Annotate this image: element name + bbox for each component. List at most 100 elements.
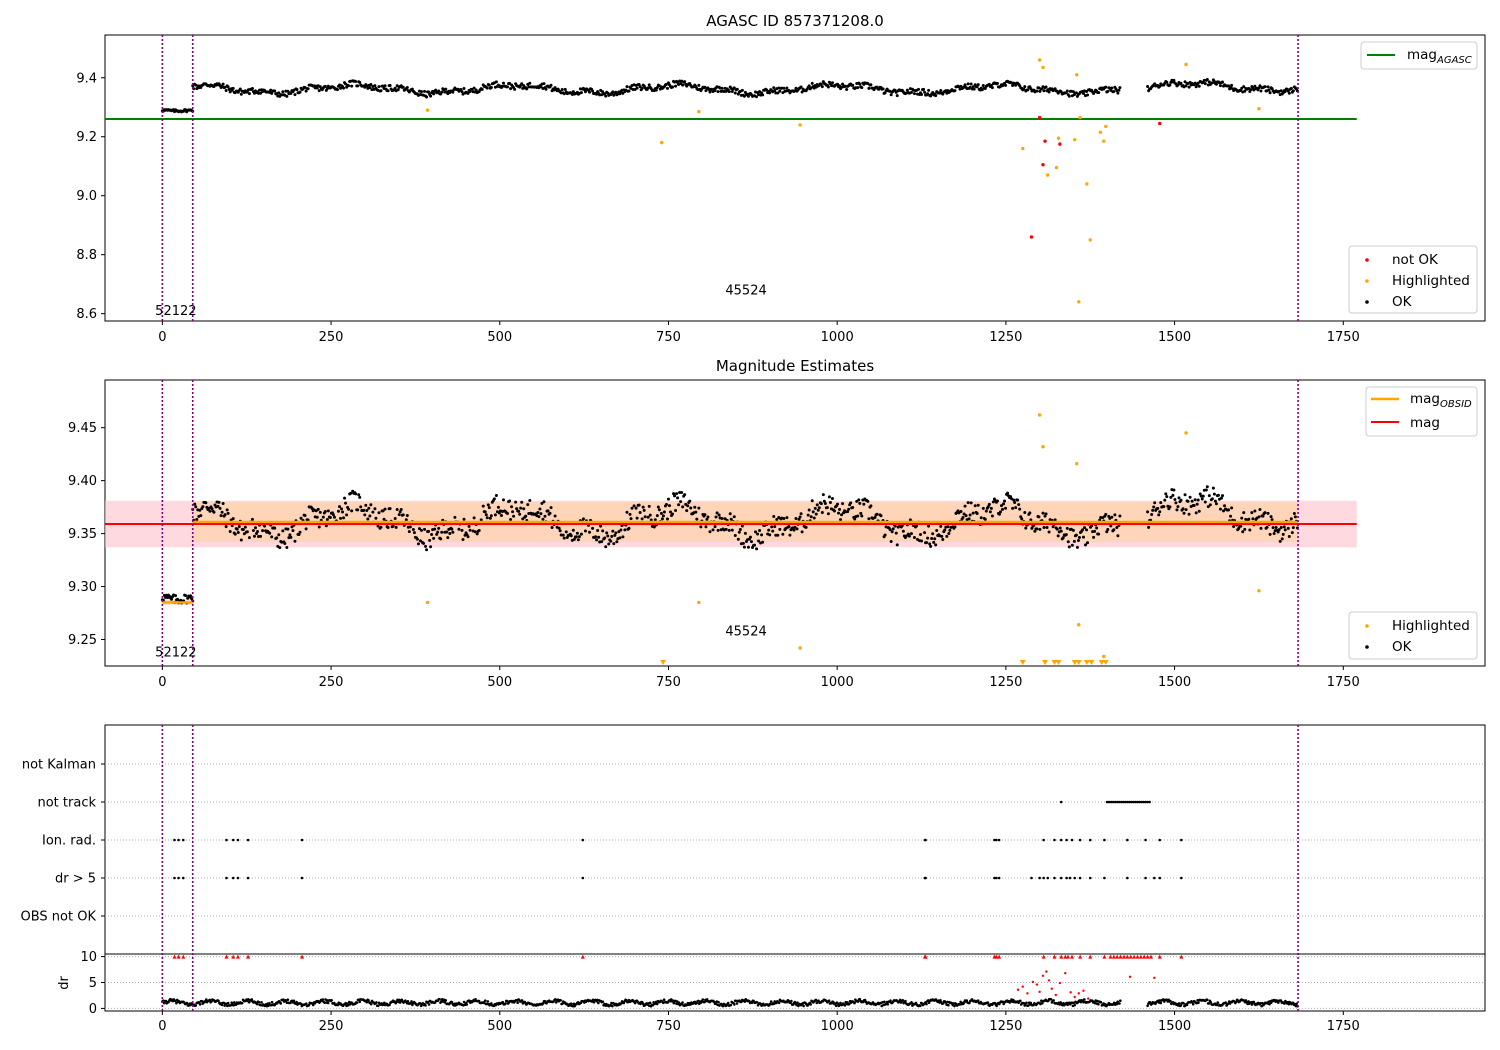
ok-point [628,512,632,516]
ok-point [342,516,346,520]
flag-point [1068,876,1072,880]
legend-label-highlighted: Highlighted [1392,273,1470,289]
dr-point [633,1001,637,1005]
x-tick-label: 500 [487,675,512,690]
flag-category-label: not Kalman [22,758,96,773]
dr-point [1146,1004,1149,1008]
ok-point [460,90,464,94]
ok-point [350,509,354,513]
ok-point [845,88,849,92]
x-tick-label: 1000 [821,675,854,690]
ok-point [528,81,532,85]
legend-marker-not-ok [1365,258,1369,262]
dr-point [735,1002,739,1005]
ok-point [299,516,303,520]
ok-point [720,516,724,520]
ok-point [245,90,249,94]
flag-point [225,876,228,880]
ok-point [304,527,308,531]
ok-point [760,533,764,537]
ok-point [496,505,500,509]
ok-point [537,515,541,519]
ok-point [851,506,855,510]
ok-point [1022,87,1026,91]
ok-point [1112,528,1116,532]
ok-point [629,517,633,521]
ok-point [1223,504,1227,508]
ok-point [912,535,916,539]
dr-point [326,1001,330,1005]
ok-point [1165,80,1169,84]
ok-point [724,527,728,531]
ok-point [959,509,963,513]
not-ok-point [1043,139,1047,143]
ok-point [522,84,526,88]
ok-point [617,530,621,534]
clipped-highlighted-marker [1042,660,1049,665]
ok-point [288,533,292,537]
ok-point [275,536,279,540]
dr-point [733,1003,736,1006]
dr-point [1099,1001,1103,1004]
ok-point [894,90,898,94]
ok-point [857,498,861,502]
ok-point [363,513,367,517]
panel1-legend-points: not OK Highlighted OK [1348,245,1478,314]
ok-point [433,527,437,531]
ok-point [1218,507,1222,511]
ok-point [987,502,991,506]
ok-point [1287,535,1291,539]
dr-point [410,1000,413,1003]
ok-point [706,515,710,519]
ok-point [973,504,977,508]
ok-point [536,510,540,514]
x-tick-label: 1500 [1158,330,1191,345]
ok-point [1024,526,1028,530]
ok-point [729,517,733,521]
ok-point [544,87,548,91]
ok-point [259,91,263,95]
highlighted-point [1098,130,1103,134]
x-tick-label: 0 [158,1019,166,1034]
ok-point [472,516,476,520]
dr-point [726,1001,730,1005]
ok-point [231,517,235,521]
ok-point [1153,501,1157,505]
ok-point [562,92,566,96]
ok-point [1037,515,1041,519]
ok-point [204,501,208,505]
ok-point [268,531,272,535]
ok-point [1182,511,1186,515]
ok-point [1067,94,1071,98]
flags-panel: not Kalman not track Ion. rad. dr > 5 OBS no… [21,724,1486,1034]
ok-point [1146,84,1150,88]
ok-point [1013,500,1017,504]
ok-point [928,542,932,546]
ok-point [1064,533,1068,537]
ok-point [487,83,491,87]
ok-point [1243,89,1247,93]
flag-point [1109,800,1113,804]
ok-point [190,597,194,601]
legend-marker-highlighted [1365,279,1369,283]
ok-point [671,85,675,89]
ok-point [776,533,780,537]
dr-point [1073,1003,1077,1007]
ok-point [345,513,349,517]
dr-axis-label: dr [57,976,72,990]
ok-point [986,505,990,509]
ok-point [1029,87,1033,91]
ok-point [755,547,759,551]
ok-point [1289,86,1293,90]
ok-point [1188,495,1192,499]
ok-point [853,517,857,521]
ok-point [576,538,580,542]
ok-point [446,536,450,540]
ok-point [862,502,866,506]
dr-point [853,1001,856,1005]
dr-clipped-marker [224,954,229,959]
ok-point [1227,508,1231,512]
ok-point [1038,527,1042,531]
magnitude-estimates-panel: Magnitude Estimates 0 250 500 750 1000 1250 15… [68,357,1486,690]
ok-point [1195,502,1199,506]
